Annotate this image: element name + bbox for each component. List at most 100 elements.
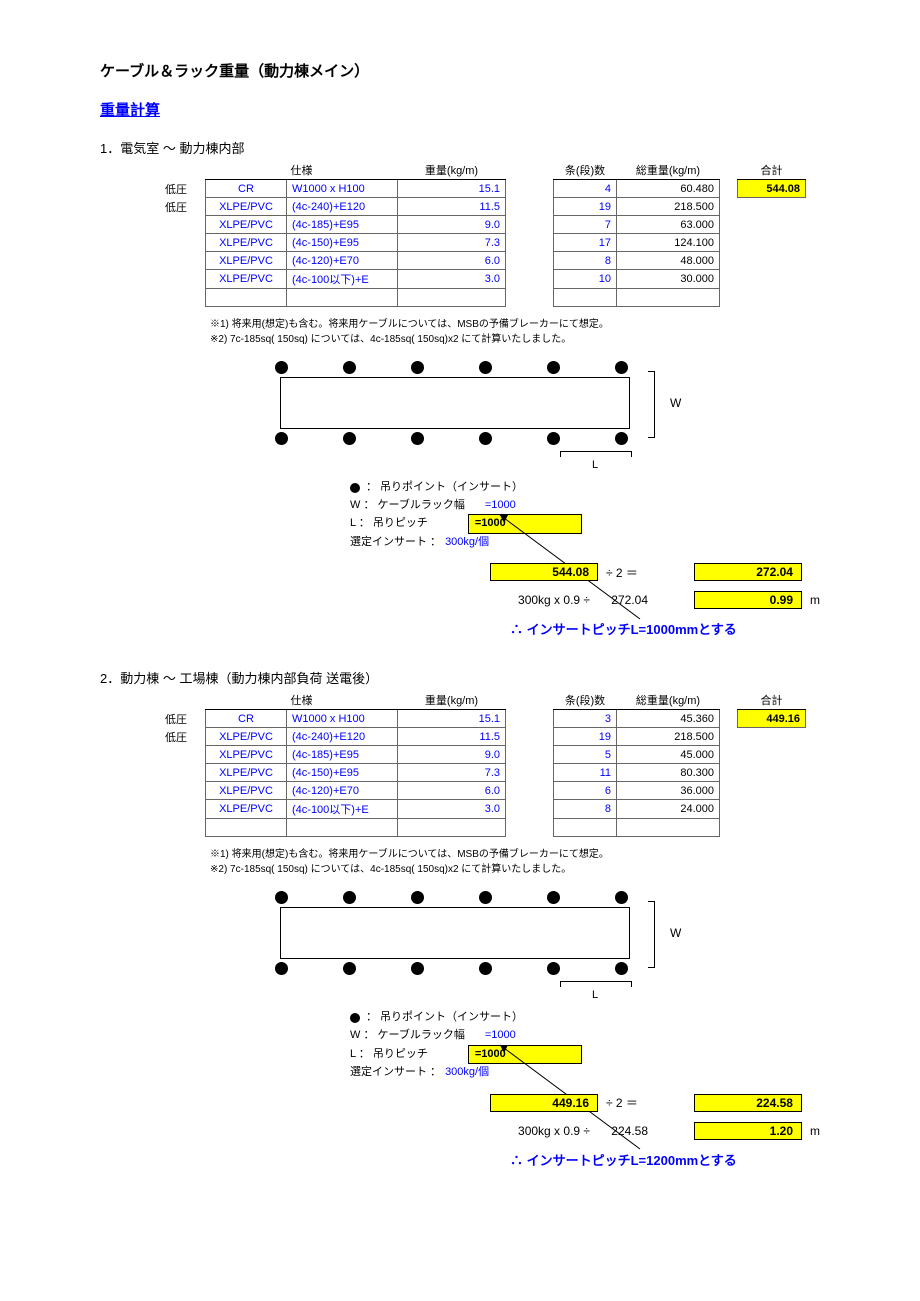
cable-type: XLPE/PVC [206, 782, 287, 800]
cable-total: 48.000 [617, 252, 720, 270]
cable-type: XLPE/PVC [206, 746, 287, 764]
cable-total: 30.000 [617, 270, 720, 289]
calculation-area: 449.16÷ 2 ＝224.58300kg x 0.9 ÷224.581.20… [390, 1094, 820, 1140]
sum-cell: 544.08 [738, 180, 806, 198]
legend-l-label: L ： 吊りピッチ [350, 515, 428, 533]
note-line: ※2) 7c-185sq( 150sq) については、4c-185sq( 150… [210, 862, 820, 877]
conclusion-text: ∴ インサートピッチL=1000mmとする [510, 619, 820, 638]
legend-insert-label: 選定インサート ： [350, 1064, 441, 1082]
col-total: 総重量(kg/m) [617, 161, 720, 180]
cable-weight: 15.1 [398, 710, 506, 728]
l-dimension [560, 451, 632, 457]
cable-total: 124.100 [617, 234, 720, 252]
calc-half-box: 272.04 [694, 563, 802, 581]
cable-weight: 3.0 [398, 800, 506, 819]
cable-count: 17 [554, 234, 617, 252]
cable-count: 19 [554, 198, 617, 216]
cable-weight: 7.3 [398, 764, 506, 782]
cable-spec: (4c-185)+E95 [287, 216, 398, 234]
sum-cell: 449.16 [738, 710, 806, 728]
legend-insert-value: 300kg/個 [445, 534, 489, 552]
calc-unit: m [810, 593, 820, 607]
table-row: XLPE/PVC(4c-150)+E957.317124.100 [160, 234, 806, 252]
calc-result-box: 1.20 [694, 1122, 802, 1140]
hanging-point-dot [411, 891, 424, 904]
calc-op: ÷ 2 ＝ [606, 1094, 638, 1111]
section-heading: 1．電気室 ～ 動力棟内部 [100, 138, 820, 157]
cable-total: 218.500 [617, 728, 720, 746]
cable-weight: 15.1 [398, 180, 506, 198]
table-row: XLPE/PVC(4c-185)+E959.0545.000 [160, 746, 806, 764]
calc-unit: m [810, 1124, 820, 1138]
legend-dot-text: ： 吊りポイント（インサート） [366, 1009, 523, 1027]
table-row: XLPE/PVC(4c-120)+E706.0848.000 [160, 252, 806, 270]
w-label: W [670, 926, 681, 940]
legend-insert-label: 選定インサート ： [350, 534, 441, 552]
cable-count: 8 [554, 800, 617, 819]
calc-line2-left: 300kg x 0.9 ÷ [490, 1124, 590, 1138]
hanging-point-dot [411, 432, 424, 445]
diagram-legend: ： 吊りポイント（インサート）W ： ケーブルラック幅=1000L ： 吊りピッ… [350, 479, 820, 551]
cable-spec: (4c-100以下)+E [287, 800, 398, 819]
cable-total: 36.000 [617, 782, 720, 800]
calc-sum-box: 544.08 [490, 563, 598, 581]
hanging-point-dot [275, 432, 288, 445]
hanging-point-dot [343, 962, 356, 975]
hanging-point-dot [479, 962, 492, 975]
cable-spec: (4c-240)+E120 [287, 728, 398, 746]
cable-type: XLPE/PVC [206, 270, 287, 289]
legend-l-label: L ： 吊りピッチ [350, 1046, 428, 1064]
page-title: ケーブル＆ラック重量（動力棟メイン） [100, 60, 820, 81]
calc-line2-mid: 224.58 [598, 1124, 648, 1138]
hanging-point-dot [411, 361, 424, 374]
col-weight: 重量(kg/m) [398, 691, 506, 710]
cable-type: XLPE/PVC [206, 728, 287, 746]
col-weight: 重量(kg/m) [398, 161, 506, 180]
l-label: L [560, 989, 630, 1001]
hanging-point-dot [615, 432, 628, 445]
col-spec: 仕様 [206, 691, 398, 710]
col-count: 条(段)数 [554, 691, 617, 710]
legend-w-value: =1000 [485, 1027, 516, 1045]
cable-spec: (4c-150)+E95 [287, 234, 398, 252]
col-sum: 合計 [738, 691, 806, 710]
cable-total: 60.480 [617, 180, 720, 198]
hanging-point-dot [479, 361, 492, 374]
hanging-point-dot [547, 361, 560, 374]
legend-w-label: W ： ケーブルラック幅 [350, 1027, 465, 1045]
rack-box [280, 907, 630, 959]
cable-weight: 6.0 [398, 782, 506, 800]
w-bracket [648, 901, 655, 968]
hanging-point-dot [615, 361, 628, 374]
table-notes: ※1) 将来用(想定)も含む。将来用ケーブルについては、MSBの予備ブレーカーに… [210, 317, 820, 347]
cable-type: CR [206, 710, 287, 728]
cable-count: 8 [554, 252, 617, 270]
cable-total: 80.300 [617, 764, 720, 782]
table-row: 低圧XLPE/PVC(4c-240)+E12011.519218.500 [160, 728, 806, 746]
col-count: 条(段)数 [554, 161, 617, 180]
table-row: 低圧XLPE/PVC(4c-240)+E12011.519218.500 [160, 198, 806, 216]
hanging-point-dot [615, 962, 628, 975]
cable-weight: 11.5 [398, 728, 506, 746]
cable-type: XLPE/PVC [206, 764, 287, 782]
cable-count: 3 [554, 710, 617, 728]
hanging-point-dot [275, 962, 288, 975]
w-bracket [648, 371, 655, 438]
table-row: 低圧CRW1000 x H10015.1345.360449.16 [160, 710, 806, 728]
conclusion-text: ∴ インサートピッチL=1200mmとする [510, 1150, 820, 1169]
rack-box [280, 377, 630, 429]
cable-type: XLPE/PVC [206, 800, 287, 819]
calc-op: ÷ 2 ＝ [606, 564, 638, 581]
cable-total: 218.500 [617, 198, 720, 216]
hanging-point-dot [343, 432, 356, 445]
table-row: XLPE/PVC(4c-100以下)+E3.0824.000 [160, 800, 806, 819]
calc-result-box: 0.99 [694, 591, 802, 609]
diagram-legend: ： 吊りポイント（インサート）W ： ケーブルラック幅 =1000 L ： 吊りピッ… [350, 1009, 820, 1081]
cable-total: 63.000 [617, 216, 720, 234]
cable-total: 45.000 [617, 746, 720, 764]
calc-half-box: 224.58 [694, 1094, 802, 1112]
cable-count: 4 [554, 180, 617, 198]
cable-total: 45.360 [617, 710, 720, 728]
table-row: XLPE/PVC(4c-120)+E706.0636.000 [160, 782, 806, 800]
cable-count: 5 [554, 746, 617, 764]
